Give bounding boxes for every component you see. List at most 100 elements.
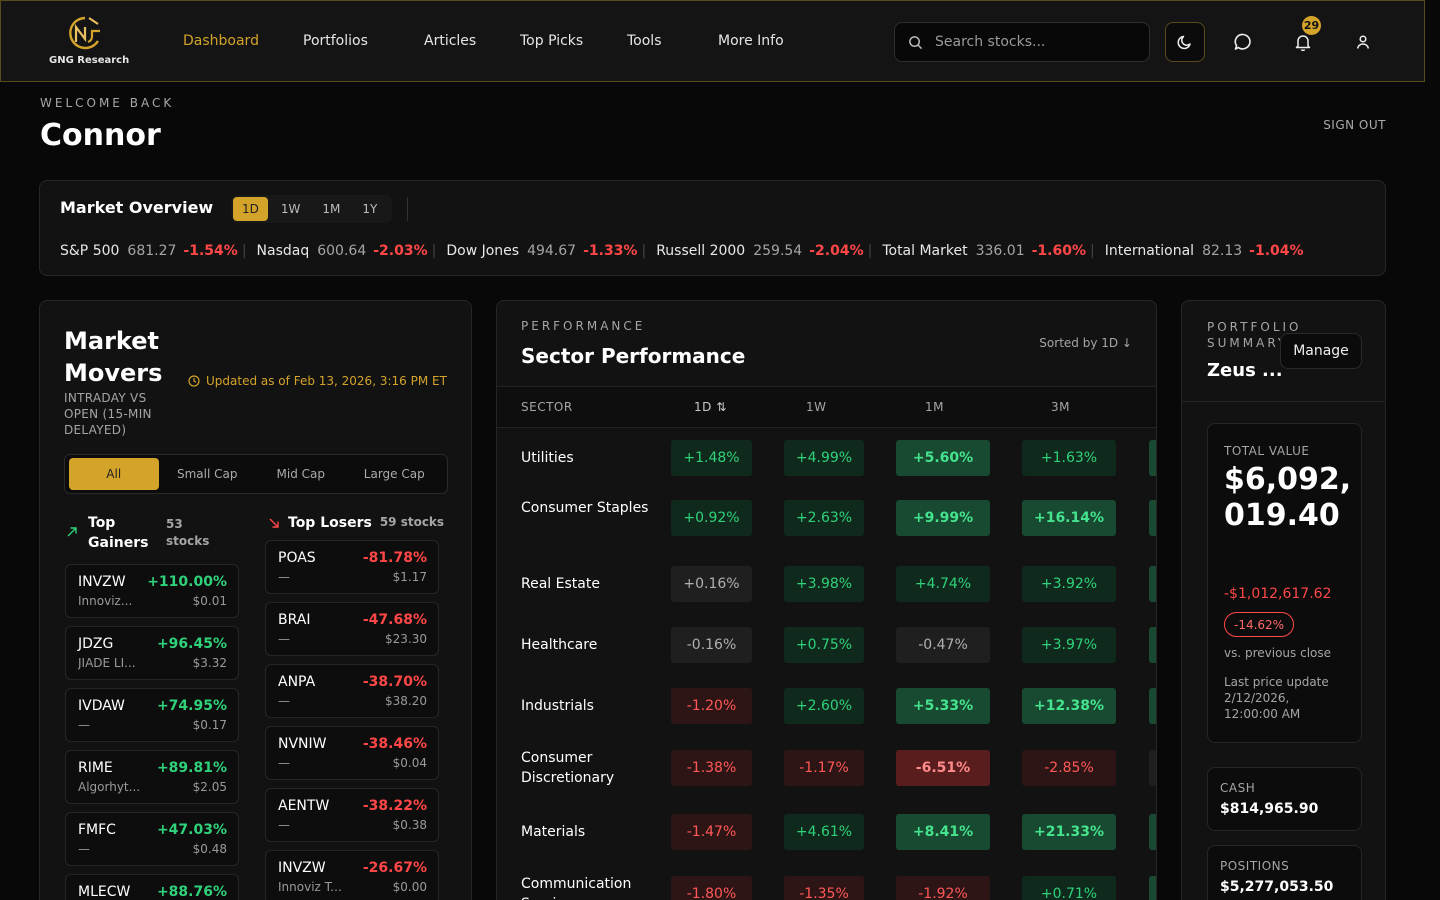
stock-change: -81.78% — [362, 550, 427, 566]
col-sector[interactable]: SECTOR — [521, 400, 573, 414]
sector-cell: +0.71% — [1022, 876, 1116, 900]
ticker-total-market[interactable]: Total Market 336.01 -1.60% | — [882, 243, 1104, 259]
positions-card: POSITIONS $5,277,053.50 — [1207, 845, 1362, 900]
sector-name: Real Estate — [521, 576, 600, 592]
col-1w[interactable]: 1W — [806, 400, 827, 414]
cash-label: CASH — [1220, 781, 1256, 795]
cap-all-button[interactable]: All — [69, 458, 159, 490]
sector-cell: -0.16% — [671, 627, 752, 663]
stock-name: Algorhyt... — [78, 780, 141, 794]
manage-button[interactable]: Manage — [1280, 333, 1362, 369]
nav-tools[interactable]: Tools — [627, 33, 662, 49]
sector-cell: +21.33% — [1022, 814, 1116, 850]
cap-large-button[interactable]: Large Cap — [363, 467, 425, 481]
loser-card[interactable]: AENTW -38.22% — $0.38 — [265, 788, 439, 842]
user-name: Connor — [40, 118, 161, 153]
loser-card[interactable]: INVZW -26.67% Innoviz Te... $0.00 — [265, 850, 439, 900]
range-1m-button[interactable]: 1M — [322, 202, 341, 216]
loser-card[interactable]: BRAI -47.68% — $23.30 — [265, 602, 439, 656]
gainer-card[interactable]: FMFC +47.03% — $0.48 — [65, 812, 239, 866]
sector-cell-overflow — [1149, 440, 1156, 476]
ticker-name: Total Market — [882, 243, 968, 259]
search-icon — [909, 35, 923, 49]
nav-dashboard[interactable]: Dashboard — [183, 33, 259, 49]
gainer-card[interactable]: RIME +89.81% Algorhyt... $2.05 — [65, 750, 239, 804]
sector-cell-overflow — [1149, 627, 1156, 663]
col-1m[interactable]: 1M — [925, 400, 944, 414]
sector-cell: -0.47% — [896, 627, 990, 663]
sector-cell: -1.20% — [671, 688, 752, 724]
nav-top-picks[interactable]: Top Picks — [520, 33, 584, 49]
ticker-change: -1.04% — [1249, 243, 1304, 259]
sector-cell: +4.74% — [896, 566, 990, 602]
loser-card[interactable]: ANPA -38.70% — $38.20 — [265, 664, 439, 718]
sector-performance-panel: PERFORMANCE Sector Performance Sorted by… — [496, 300, 1157, 900]
gainer-card[interactable]: JDZG +96.45% JIADE LI... $3.32 — [65, 626, 239, 680]
total-value-card: TOTAL VALUE $6,092,019.40 -$1,012,617.62… — [1207, 423, 1362, 743]
gainer-card[interactable]: IVDAW +74.95% — $0.17 — [65, 688, 239, 742]
sector-cell: +9.99% — [896, 500, 990, 536]
search-input[interactable] — [935, 34, 1135, 50]
market-overview-panel: Market Overview 1D 1W 1M 1Y S&P 500 681.… — [39, 180, 1386, 276]
sort-indicator[interactable]: Sorted by 1D ↓ — [1039, 336, 1132, 350]
top-gainers-header: Top Gainers 53 stocks — [66, 513, 216, 553]
range-1w-button[interactable]: 1W — [280, 202, 301, 216]
sector-cell: -1.80% — [671, 876, 752, 900]
sector-cell: -1.38% — [671, 750, 752, 786]
nav-articles[interactable]: Articles — [424, 33, 477, 49]
gainer-card[interactable]: INVZW +110.00% Innoviz... $0.01 — [65, 564, 239, 618]
sector-name: Consumer Staples — [521, 500, 649, 516]
col-1d[interactable]: 1D ⇅ — [694, 400, 727, 414]
nav-more-info[interactable]: More Info — [718, 33, 784, 49]
ticker-sp500[interactable]: S&P 500 681.27 -1.54% | — [60, 243, 257, 259]
trend-up-icon — [67, 527, 77, 537]
market-movers-panel: Market Movers INTRADAY VS OPEN (15-MIN D… — [39, 300, 472, 900]
notifications-button[interactable]: 29 — [1283, 16, 1323, 62]
user-icon — [1357, 35, 1369, 49]
sector-cell: +1.48% — [671, 440, 752, 476]
cap-filter: All Small Cap Mid Cap Large Cap — [64, 454, 448, 494]
top-losers-header: Top Losers 59 stocks — [268, 513, 444, 533]
ticker-name: Nasdaq — [256, 243, 310, 259]
cap-mid-button[interactable]: Mid Cap — [276, 467, 325, 481]
cap-small-button[interactable]: Small Cap — [177, 467, 238, 481]
ticker-dow-jones[interactable]: Dow Jones 494.67 -1.33% | — [446, 243, 656, 259]
messages-button[interactable] — [1223, 22, 1263, 62]
gainer-card[interactable]: MLECW +88.76% — [65, 874, 239, 900]
stock-name: Innoviz... — [78, 594, 133, 608]
col-3m[interactable]: 3M — [1051, 400, 1070, 414]
stock-price: $0.17 — [192, 718, 227, 732]
cash-card: CASH $814,965.90 — [1207, 767, 1362, 831]
sector-cell: +0.16% — [671, 566, 752, 602]
cash-value: $814,965.90 — [1220, 801, 1319, 817]
nav-portfolios[interactable]: Portfolios — [303, 33, 368, 49]
updated-text: Updated as of Feb 13, 2026, 3:16 PM ET — [206, 374, 447, 388]
ticker-nasdaq[interactable]: Nasdaq 600.64 -2.03% | — [257, 243, 447, 259]
loser-card[interactable]: NVNIW -38.46% — $0.04 — [265, 726, 439, 780]
search-box[interactable] — [894, 22, 1150, 62]
ticker-russell-2000[interactable]: Russell 2000 259.54 -2.04% | — [656, 243, 882, 259]
ticker-name: Dow Jones — [446, 243, 520, 259]
stock-price: $0.04 — [392, 756, 427, 770]
ticker-international[interactable]: International 82.13 -1.04% — [1105, 243, 1304, 259]
theme-toggle-button[interactable] — [1165, 22, 1205, 62]
losers-list: POAS -81.78% — $1.17 BRAI -47.68% — $23.… — [265, 540, 439, 900]
loser-card[interactable]: POAS -81.78% — $1.17 — [265, 540, 439, 594]
sector-table-header: SECTOR 1D ⇅ 1W 1M 3M — [497, 386, 1156, 428]
ticker-separator: | — [241, 243, 247, 259]
range-1y-button[interactable]: 1Y — [362, 202, 378, 216]
sector-cell-overflow — [1149, 750, 1156, 786]
sector-cell: -2.85% — [1022, 750, 1116, 786]
stock-symbol: NVNIW — [278, 736, 327, 752]
sector-cell: -1.35% — [784, 876, 864, 900]
sector-cell: +5.60% — [896, 440, 990, 476]
range-1d-button[interactable]: 1D — [233, 197, 268, 221]
stock-change: -38.22% — [362, 798, 427, 814]
stock-symbol: INVZW — [278, 860, 326, 876]
market-movers-subtitle: INTRADAY VS OPEN (15-MIN DELAYED) — [64, 391, 152, 437]
portfolio-name: Zeus ... — [1207, 360, 1283, 381]
profile-button[interactable] — [1343, 22, 1383, 62]
logo[interactable]: GNG Research — [49, 15, 129, 66]
ticker-name: Russell 2000 — [656, 243, 746, 259]
sign-out-button[interactable]: SIGN OUT — [1323, 118, 1386, 132]
